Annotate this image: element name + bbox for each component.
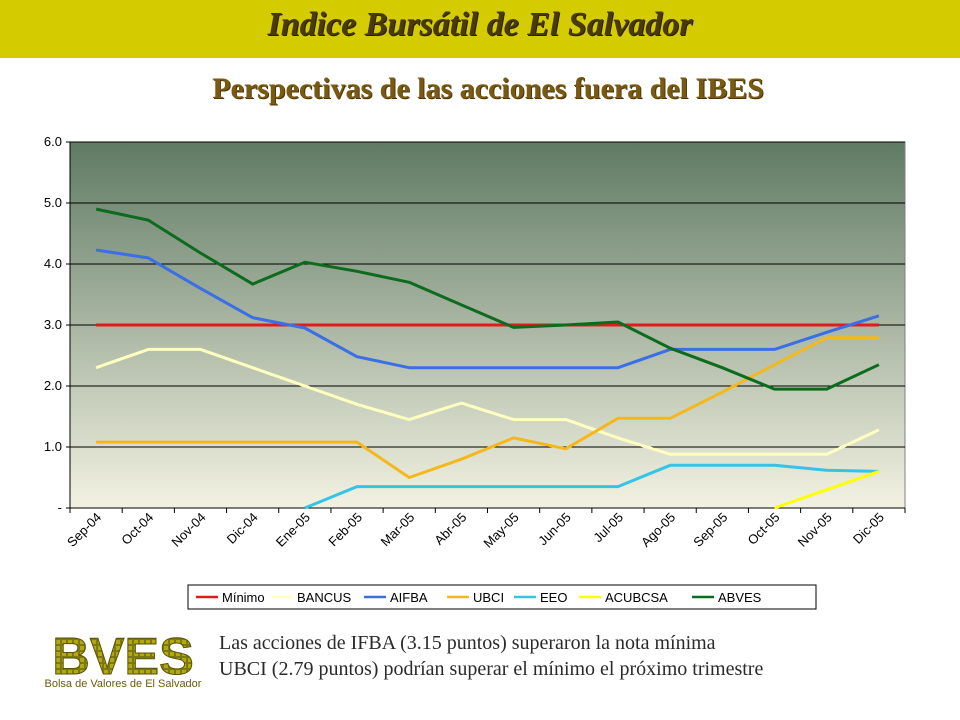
x-tick-label: Nov-04 <box>168 510 208 550</box>
y-tick-label: 4.0 <box>44 256 62 271</box>
x-tick-label: Nov-05 <box>795 510 835 550</box>
bves-logo: BVES Bolsa de Valores de El Salvador <box>38 628 208 694</box>
x-tick-label: Oct-05 <box>744 510 782 548</box>
note-line-2: UBCI (2.79 puntos) podrían superar el mí… <box>219 658 764 680</box>
x-tick-label: Oct-04 <box>118 510 156 548</box>
legend-label-aifba: AIFBA <box>390 590 428 605</box>
series-line-acubcsa <box>774 469 880 510</box>
y-axis: - 1.0 2.0 3.0 4.0 5.0 6.0 <box>44 134 905 515</box>
y-tick-label: 6.0 <box>44 134 62 149</box>
series-line-aifba <box>95 248 880 370</box>
x-axis: Sep-04 Oct-04 Nov-04 Dic-04 Ene-05 Feb-05 Mar-… <box>64 508 906 551</box>
logo-caption: Bolsa de Valores de El Salvador <box>44 678 202 690</box>
x-tick-label: Abr-05 <box>431 510 469 548</box>
series-lines <box>95 207 880 510</box>
page-title: Indice Bursátil de El Salvador <box>267 6 693 43</box>
legend-label-ubci: UBCI <box>473 590 504 605</box>
x-tick-label: Feb-05 <box>325 510 365 550</box>
x-tick-label: Dic-05 <box>850 510 887 547</box>
x-tick-label: Sep-04 <box>64 510 104 550</box>
chart-subtitle: Perspectivas de las acciones fuera del I… <box>212 72 764 105</box>
x-tick-label: Jul-05 <box>590 510 626 546</box>
note-line-1: Las acciones de IFBA (3.15 puntos) super… <box>219 632 716 654</box>
logo-text: BVES <box>52 628 194 680</box>
title-banner: Indice Bursátil de El Salvador <box>0 0 960 58</box>
y-tick-label: 1.0 <box>44 439 62 454</box>
logo-mark: BVES <box>52 628 195 687</box>
x-tick-label: Ago-05 <box>638 510 678 550</box>
legend-label-m-nimo: Mínimo <box>222 590 265 605</box>
series-line-abves <box>95 207 880 391</box>
legend-label-abves: ABVES <box>718 590 762 605</box>
line-chart: - 1.0 2.0 3.0 4.0 5.0 6.0 Sep-04 Oct-04 Nov-04 Di… <box>44 134 906 610</box>
x-tick-label: Sep-05 <box>690 510 730 550</box>
x-tick-label: Jun-05 <box>535 510 574 549</box>
y-tick-label: - <box>58 500 62 515</box>
y-tick-label: 2.0 <box>44 378 62 393</box>
series-line-eeo <box>304 463 879 510</box>
series-line-bancus <box>95 347 880 456</box>
legend-label-bancus: BANCUS <box>297 590 352 605</box>
y-tick-label: 3.0 <box>44 317 62 332</box>
x-tick-label: May-05 <box>480 510 521 551</box>
y-tick-label: 5.0 <box>44 195 62 210</box>
legend-label-acubcsa: ACUBCSA <box>605 590 668 605</box>
legend-label-eeo: EEO <box>540 590 567 605</box>
legend: Mínimo BANCUS AIFBA UBCI EEO ACUBCSA ABVES <box>187 584 817 610</box>
x-tick-label: Ene-05 <box>273 510 313 550</box>
x-tick-label: Mar-05 <box>378 510 418 550</box>
x-tick-label: Dic-04 <box>224 510 261 547</box>
